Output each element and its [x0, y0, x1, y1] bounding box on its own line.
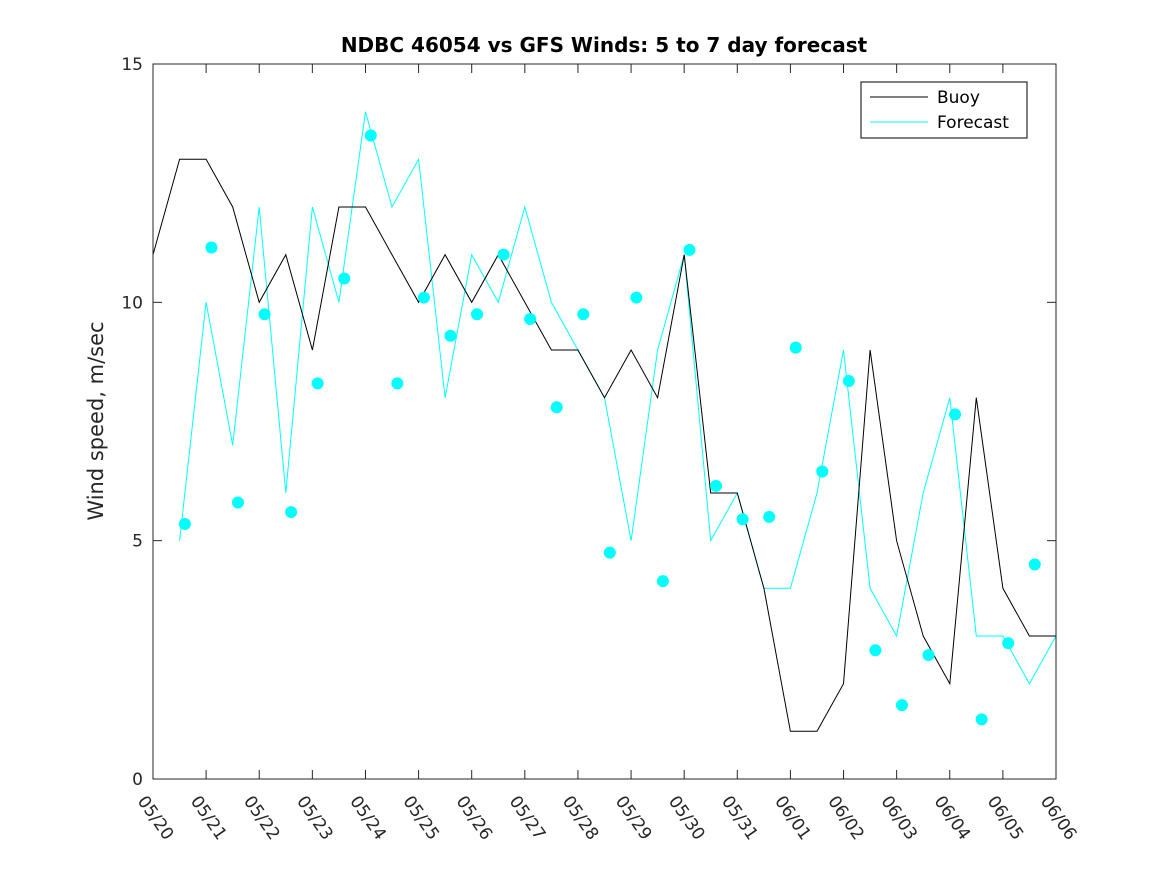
forecast-point	[816, 465, 829, 478]
x-tick-label: 05/22	[239, 792, 283, 844]
forecast-point	[975, 713, 988, 726]
legend-forecast-label: Forecast	[937, 113, 1009, 133]
x-tick-label: 05/27	[505, 792, 549, 844]
forecast-lines	[179, 111, 1057, 685]
forecast-point	[763, 510, 776, 523]
plot-area	[153, 64, 1056, 779]
forecast-point	[710, 479, 723, 492]
forecast-point	[789, 341, 802, 354]
x-tick-label: 06/05	[983, 792, 1027, 844]
forecast-point	[922, 649, 935, 662]
forecast-point	[603, 546, 616, 559]
forecast-point	[1028, 558, 1041, 571]
forecast-point	[656, 575, 669, 588]
x-tick-label: 06/02	[823, 792, 867, 844]
forecast-point	[869, 644, 882, 657]
y-tick-label: 10	[121, 293, 143, 313]
x-tick-label: 06/03	[877, 792, 921, 844]
forecast-point	[258, 308, 271, 321]
legend-buoy-label: Buoy	[937, 88, 980, 108]
forecast-point	[338, 272, 351, 285]
forecast-point	[231, 496, 244, 509]
x-tick-label: 05/24	[345, 792, 389, 844]
chart-title: NDBC 46054 vs GFS Winds: 5 to 7 day fore…	[341, 33, 868, 57]
forecast-point	[364, 129, 377, 142]
buoy-series-line	[152, 158, 1056, 732]
x-tick-label: 05/20	[133, 792, 177, 844]
forecast-point	[630, 291, 643, 304]
y-axis-label: Wind speed, m/sec	[84, 321, 108, 520]
forecast-point	[178, 517, 191, 530]
x-tick-label: 06/04	[930, 792, 974, 844]
forecast-point	[417, 291, 430, 304]
forecast-point	[577, 308, 590, 321]
x-tick-label: 05/21	[186, 792, 230, 844]
x-tick-label: 05/28	[558, 792, 602, 844]
forecast-point	[524, 313, 537, 326]
forecast-point	[683, 243, 696, 256]
forecast-point	[444, 329, 457, 342]
x-tick-label: 06/01	[770, 792, 814, 844]
y-tick-label: 0	[132, 770, 143, 790]
forecast-point	[949, 408, 962, 421]
forecast-series-line	[179, 111, 1057, 685]
y-axis-ticks: 0 5 10 15	[121, 55, 1056, 790]
forecast-point	[205, 241, 218, 254]
x-tick-label: 05/23	[292, 792, 336, 844]
forecast-point	[736, 513, 749, 526]
forecast-point	[550, 401, 563, 414]
y-tick-label: 5	[132, 532, 143, 552]
forecast-point	[285, 506, 298, 519]
forecast-point	[497, 248, 510, 261]
x-tick-label: 05/26	[452, 792, 496, 844]
forecast-point	[471, 308, 484, 321]
x-tick-label: 06/06	[1036, 792, 1080, 844]
forecast-point	[1002, 637, 1015, 650]
legend-box	[860, 81, 1028, 139]
legend: Buoy Forecast	[860, 81, 1028, 139]
x-tick-label: 05/25	[398, 792, 442, 844]
forecast-point	[895, 699, 908, 712]
plot-frame	[152, 63, 1057, 780]
y-tick-label: 15	[121, 55, 143, 75]
x-tick-label: 05/30	[664, 792, 708, 844]
forecast-point	[391, 377, 404, 390]
buoy-line	[152, 158, 1056, 732]
x-tick-label: 05/29	[611, 792, 655, 844]
forecast-points	[178, 129, 1041, 726]
forecast-point	[842, 374, 855, 387]
x-tick-label: 05/31	[717, 792, 761, 844]
forecast-point	[311, 377, 324, 390]
